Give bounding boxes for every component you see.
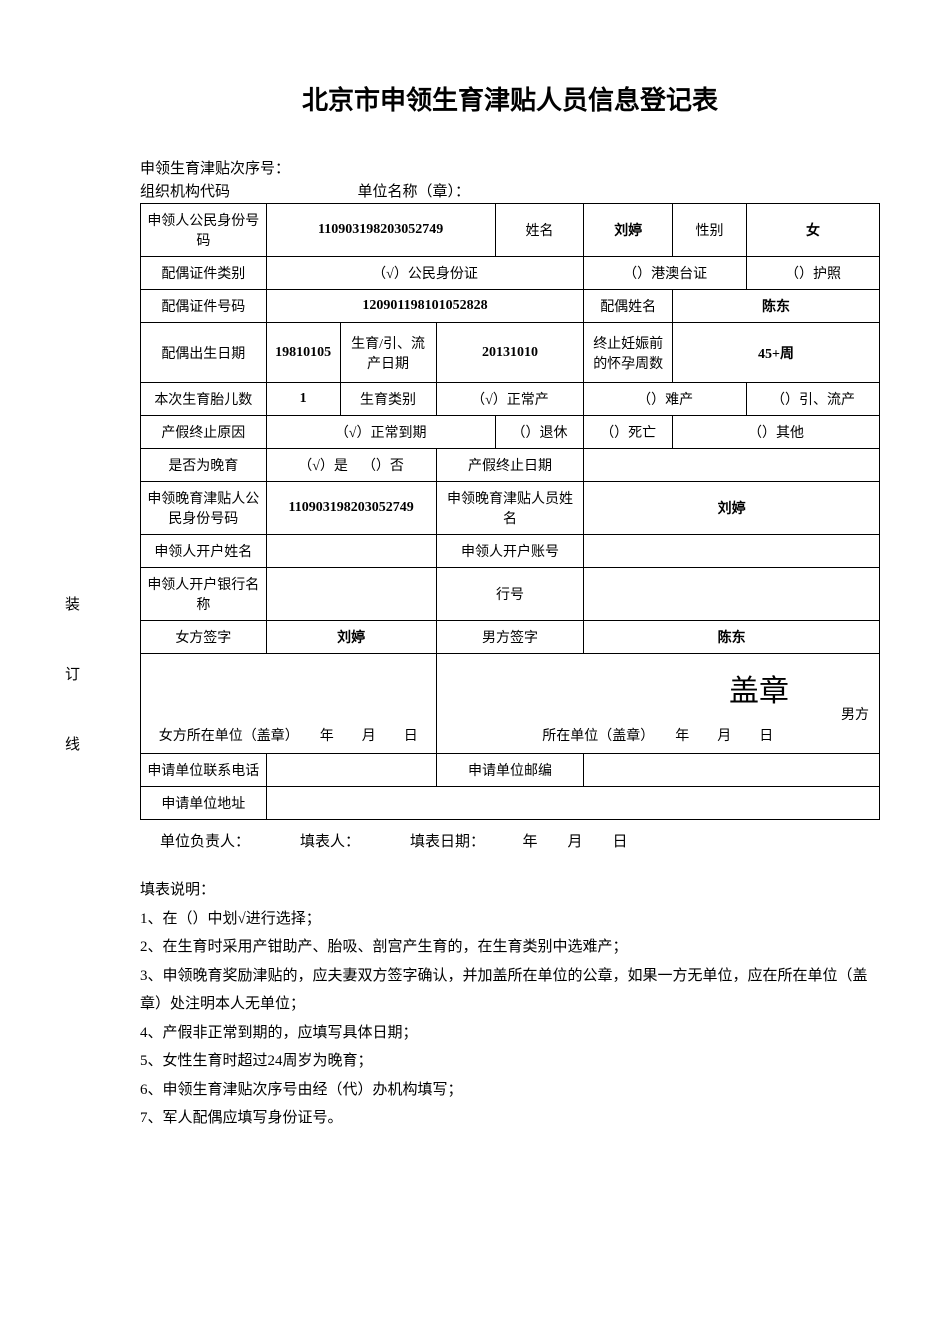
instruction-6: 6、申领生育津贴次序号由经（代）办机构填写；	[140, 1076, 880, 1105]
birth-count-label: 本次生育胎儿数	[141, 383, 267, 416]
applicant-id-label: 申领人公民身份号码	[141, 204, 267, 257]
leave-end-date-label: 产假终止日期	[436, 449, 584, 482]
account-name-label: 申领人开户姓名	[141, 535, 267, 568]
female-sign-value: 刘婷	[266, 621, 436, 654]
filler-label: 填表人：	[300, 830, 360, 851]
late-allowance-id-label: 申领晚育津贴人公民身份号码	[141, 482, 267, 535]
birth-type-opt3: （）引、流产	[746, 383, 879, 416]
sex-label: 性别	[673, 204, 747, 257]
instruction-7: 7、军人配偶应填写身份证号。	[140, 1104, 880, 1133]
row-signatures: 女方签字 刘婷 男方签字 陈东	[141, 621, 880, 654]
unit-tel-value	[266, 754, 436, 787]
male-sign-label: 男方签字	[436, 621, 584, 654]
leave-end-reason-label: 产假终止原因	[141, 416, 267, 449]
applicant-id-value: 110903198203052749	[266, 204, 495, 257]
spouse-dob-value: 19810105	[266, 323, 340, 383]
account-no-label: 申领人开户账号	[436, 535, 584, 568]
row-unit-seals: 女方所在单位（盖章） 年 月 日 盖章 男方 所在单位（盖章） 年 月 日	[141, 654, 880, 754]
spouse-name-label: 配偶姓名	[584, 290, 673, 323]
weeks-label: 终止妊娠前的怀孕周数	[584, 323, 673, 383]
row-late-birth: 是否为晚育 （√）是 （）否 产假终止日期	[141, 449, 880, 482]
instructions-title: 填表说明：	[140, 876, 880, 905]
row-birth-count: 本次生育胎儿数 1 生育类别 （√）正常产 （）难产 （）引、流产	[141, 383, 880, 416]
leave-reason-opt2: （）退休	[495, 416, 584, 449]
birth-count-value: 1	[266, 383, 340, 416]
fill-date-label: 填表日期： 年 月 日	[410, 830, 628, 851]
row-applicant-id: 申领人公民身份号码 110903198203052749 姓名 刘婷 性别 女	[141, 204, 880, 257]
bank-no-label: 行号	[436, 568, 584, 621]
birth-type-opt2: （）难产	[584, 383, 747, 416]
form-title: 北京市申领生育津贴人员信息登记表	[140, 80, 880, 117]
female-unit-seal: 女方所在单位（盖章） 年 月 日	[141, 654, 437, 754]
spouse-id-opt2: （）港澳台证	[584, 257, 747, 290]
late-birth-opt1: （√）是 （）否	[266, 449, 436, 482]
name-value: 刘婷	[584, 204, 673, 257]
org-code-label: 组织机构代码	[140, 184, 230, 200]
row-leave-end-reason: 产假终止原因 （√）正常到期 （）退休 （）死亡 （）其他	[141, 416, 880, 449]
male-side-label: 男方	[841, 704, 869, 724]
name-label: 姓名	[495, 204, 584, 257]
unit-addr-value	[266, 787, 879, 820]
account-no-value	[584, 535, 880, 568]
row-unit-addr: 申请单位地址	[141, 787, 880, 820]
late-allowance-name-label: 申领晚育津贴人员姓名	[436, 482, 584, 535]
leave-reason-opt3: （）死亡	[584, 416, 673, 449]
row-spouse-dob: 配偶出生日期 19810105 生育/引、流产日期 20131010 终止妊娠前…	[141, 323, 880, 383]
late-birth-label: 是否为晚育	[141, 449, 267, 482]
instruction-5: 5、女性生育时超过24周岁为晚育；	[140, 1047, 880, 1076]
leave-end-date-value	[584, 449, 880, 482]
spouse-id-opt1: （√）公民身份证	[266, 257, 584, 290]
unit-addr-label: 申请单位地址	[141, 787, 267, 820]
binding-marks: 装 订 线	[65, 570, 80, 780]
spouse-id-no-label: 配偶证件号码	[141, 290, 267, 323]
late-allowance-name-value: 刘婷	[584, 482, 880, 535]
birth-date-label: 生育/引、流产日期	[340, 323, 436, 383]
seq-number-line: 申领生育津贴次序号：	[140, 157, 880, 178]
instruction-2: 2、在生育时采用产钳助产、胎吸、剖宫产生育的，在生育类别中选难产；	[140, 933, 880, 962]
spouse-id-type-label: 配偶证件类别	[141, 257, 267, 290]
instructions-block: 填表说明： 1、在（）中划√进行选择； 2、在生育时采用产钳助产、胎吸、剖宫产生…	[140, 876, 880, 1133]
registration-table: 申领人公民身份号码 110903198203052749 姓名 刘婷 性别 女 …	[140, 203, 880, 820]
row-spouse-id-type: 配偶证件类别 （√）公民身份证 （）港澳台证 （）护照	[141, 257, 880, 290]
seal-stamp-text: 盖章	[729, 666, 789, 710]
instruction-1: 1、在（）中划√进行选择；	[140, 905, 880, 934]
spouse-name-value: 陈东	[673, 290, 880, 323]
weeks-value: 45+周	[673, 323, 880, 383]
leave-reason-opt1: （√）正常到期	[266, 416, 495, 449]
bank-no-value	[584, 568, 880, 621]
late-allowance-id-value: 110903198203052749	[266, 482, 436, 535]
row-late-allowance-id: 申领晚育津贴人公民身份号码 110903198203052749 申领晚育津贴人…	[141, 482, 880, 535]
birth-date-value: 20131010	[436, 323, 584, 383]
responsible-label: 单位负责人：	[160, 830, 250, 851]
bank-name-label: 申领人开户银行名称	[141, 568, 267, 621]
birth-type-label: 生育类别	[340, 383, 436, 416]
unit-zip-label: 申请单位邮编	[436, 754, 584, 787]
instruction-4: 4、产假非正常到期的，应填写具体日期；	[140, 1019, 880, 1048]
spouse-id-no-value: 120901198101052828	[266, 290, 584, 323]
female-sign-label: 女方签字	[141, 621, 267, 654]
org-unit-line: 组织机构代码 单位名称（章）：	[140, 180, 880, 201]
sex-value: 女	[746, 204, 879, 257]
row-bank-name: 申领人开户银行名称 行号	[141, 568, 880, 621]
male-sign-value: 陈东	[584, 621, 880, 654]
account-name-value	[266, 535, 436, 568]
bank-name-value	[266, 568, 436, 621]
footer-signoff: 单位负责人： 填表人： 填表日期： 年 月 日	[140, 830, 880, 851]
unit-name-label: 单位名称（章）：	[358, 184, 471, 200]
instruction-3: 3、申领晚育奖励津贴的，应夫妻双方签字确认，并加盖所在单位的公章，如果一方无单位…	[140, 962, 880, 1019]
leave-reason-opt4: （）其他	[673, 416, 880, 449]
row-spouse-id-no: 配偶证件号码 120901198101052828 配偶姓名 陈东	[141, 290, 880, 323]
row-account-name: 申领人开户姓名 申领人开户账号	[141, 535, 880, 568]
male-unit-seal: 盖章 男方 所在单位（盖章） 年 月 日	[436, 654, 879, 754]
unit-zip-value	[584, 754, 880, 787]
row-unit-tel: 申请单位联系电话 申请单位邮编	[141, 754, 880, 787]
unit-tel-label: 申请单位联系电话	[141, 754, 267, 787]
spouse-dob-label: 配偶出生日期	[141, 323, 267, 383]
birth-type-opt1: （√）正常产	[436, 383, 584, 416]
spouse-id-opt3: （）护照	[746, 257, 879, 290]
